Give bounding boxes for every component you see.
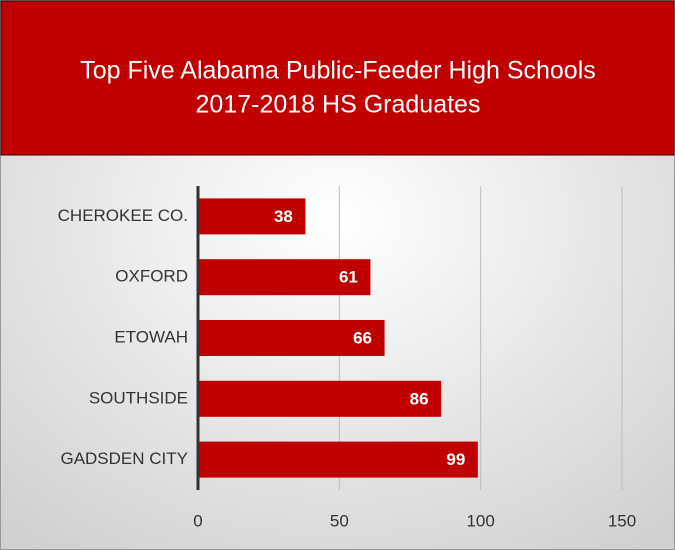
y-tick-label: OXFORD xyxy=(115,267,188,286)
data-label: 99 xyxy=(446,450,465,469)
data-label: 38 xyxy=(274,207,293,226)
x-tick-label: 0 xyxy=(193,511,202,530)
x-tick-label: 100 xyxy=(466,511,494,530)
y-tick-label: ETOWAH xyxy=(114,327,188,346)
bar xyxy=(198,441,478,478)
bar xyxy=(198,259,371,296)
data-label: 86 xyxy=(410,389,429,408)
bar xyxy=(198,380,442,417)
x-tick-label: 150 xyxy=(608,511,636,530)
chart-title: Top Five Alabama Public-Feeder High Scho… xyxy=(80,57,596,85)
bar xyxy=(198,320,385,356)
bar xyxy=(198,198,306,235)
chart-subtitle: 2017-2018 HS Graduates xyxy=(196,91,481,119)
data-label: 61 xyxy=(339,268,358,287)
y-tick-label: SOUTHSIDE xyxy=(89,388,188,407)
title-banner xyxy=(0,0,675,156)
data-label: 66 xyxy=(353,328,372,347)
y-tick-label: GADSDEN CITY xyxy=(60,449,188,468)
x-tick-label: 50 xyxy=(330,511,349,530)
y-tick-label: CHEROKEE CO. xyxy=(58,206,188,225)
